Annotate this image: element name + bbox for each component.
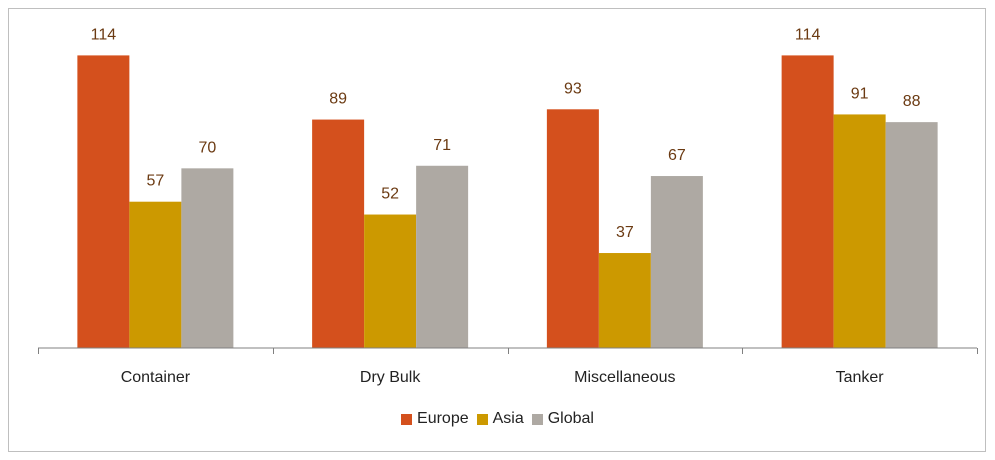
legend-item-europe: Europe: [401, 410, 469, 428]
bar-global-container: [181, 168, 234, 348]
value-label: 37: [616, 224, 634, 241]
value-label: 91: [851, 85, 869, 102]
category-label: Dry Bulk: [360, 369, 421, 386]
legend-label-asia: Asia: [492, 410, 524, 427]
legend: Europe Asia Global: [0, 410, 995, 428]
legend-swatch-asia: [476, 413, 488, 425]
value-label: 88: [903, 93, 921, 110]
legend-swatch-global: [531, 413, 543, 425]
bar-asia-container: [129, 201, 182, 348]
legend-item-asia: Asia: [476, 410, 524, 428]
bar-europe-container: [77, 55, 130, 349]
bar-global-dry-bulk: [416, 165, 469, 348]
value-label: 89: [329, 91, 347, 108]
value-label: 114: [91, 26, 117, 43]
category-label: Container: [121, 369, 191, 386]
value-label: 70: [198, 139, 216, 156]
legend-item-global: Global: [531, 410, 594, 428]
category-label: Miscellaneous: [574, 369, 675, 386]
bar-asia-dry-bulk: [364, 214, 417, 348]
value-label: 93: [564, 80, 582, 97]
bar-europe-dry-bulk: [312, 119, 365, 348]
bar-global-tanker: [885, 122, 938, 348]
bar-asia-tanker: [833, 114, 886, 348]
bar-europe-tanker: [781, 55, 834, 349]
value-label: 52: [381, 186, 399, 203]
value-label: 114: [795, 26, 821, 43]
value-label: 71: [433, 137, 451, 154]
legend-swatch-europe: [401, 413, 413, 425]
value-label: 57: [146, 173, 164, 190]
bar-global-miscellaneous: [650, 176, 703, 348]
legend-label-europe: Europe: [417, 410, 469, 427]
bar-europe-miscellaneous: [546, 109, 599, 348]
category-label: Tanker: [836, 369, 885, 386]
legend-label-global: Global: [547, 410, 594, 427]
value-label: 67: [668, 147, 686, 164]
bar-asia-miscellaneous: [598, 253, 651, 348]
